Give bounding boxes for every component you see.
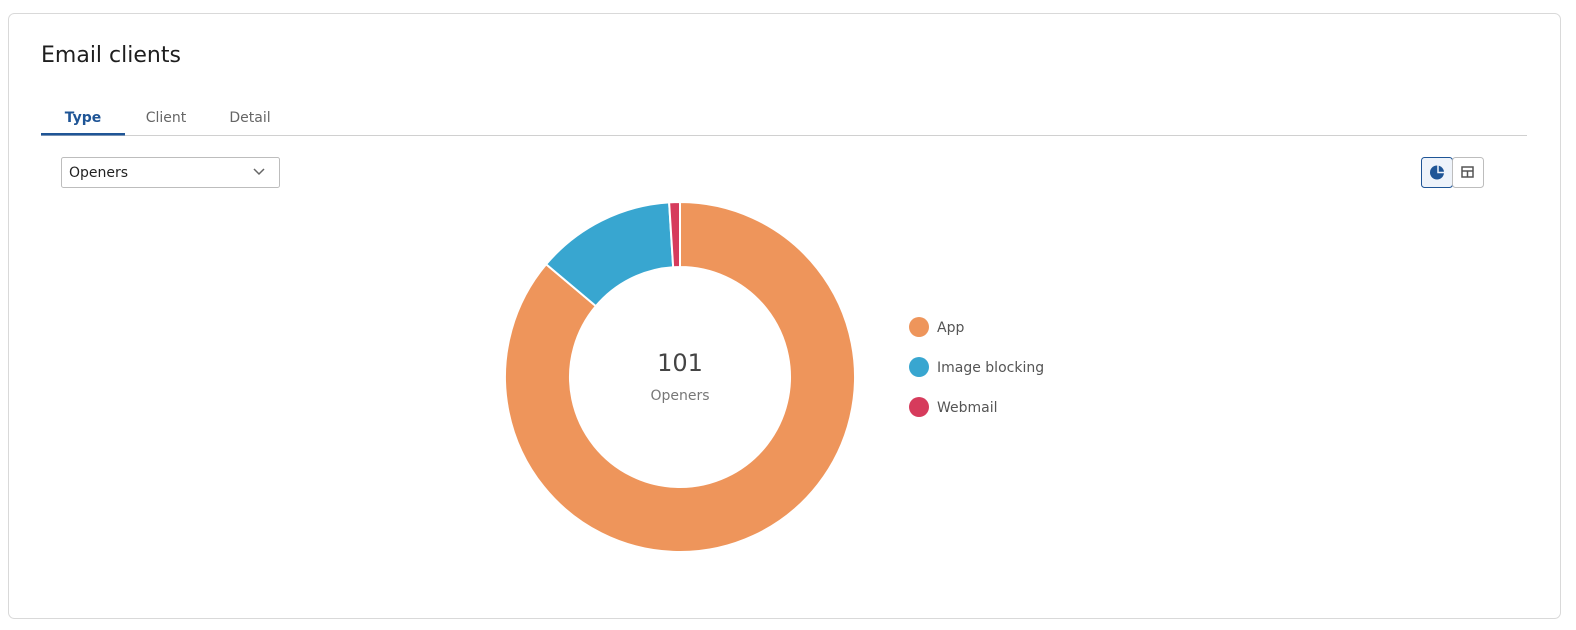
view-toggle <box>1421 157 1484 188</box>
donut-segment <box>668 200 681 269</box>
center-value: 101 <box>657 349 703 377</box>
tab[interactable]: Client <box>146 110 187 126</box>
legend-label[interactable]: Image blocking <box>937 360 1044 376</box>
card-title: Email clients <box>41 43 181 68</box>
pie-icon-cut <box>1437 165 1445 174</box>
tab[interactable]: Type <box>65 110 102 126</box>
donut-segment <box>504 200 856 553</box>
legend-label[interactable]: App <box>937 320 964 336</box>
tab-underline <box>41 133 125 136</box>
dropdown-box[interactable] <box>61 157 280 188</box>
legend-swatch <box>909 357 929 377</box>
tab[interactable]: Detail <box>229 110 270 126</box>
legend-swatch <box>909 397 929 417</box>
legend-label[interactable]: Webmail <box>937 400 998 416</box>
dropdown[interactable]: Openers <box>61 157 280 188</box>
donut-chart: App Image blocking Webmail 101 Openers <box>504 200 1044 553</box>
pie-icon <box>1430 165 1444 180</box>
tab-bar: Type Client Detail <box>41 110 271 136</box>
dropdown-chevron <box>253 168 265 176</box>
legend-swatch <box>909 317 929 337</box>
center-label: Openers <box>650 388 709 404</box>
dropdown-value: Openers <box>69 165 128 181</box>
